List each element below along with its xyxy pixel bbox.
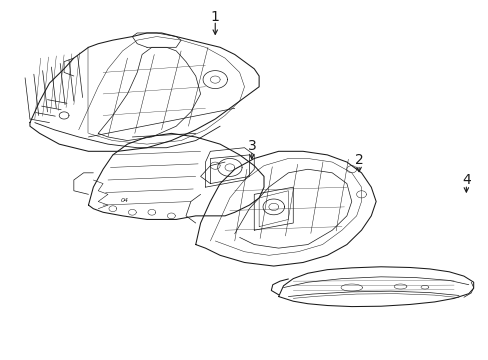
Text: 4: 4 (461, 173, 470, 187)
Text: 1: 1 (210, 10, 219, 24)
Text: 04: 04 (121, 198, 129, 203)
Text: 2: 2 (354, 153, 363, 167)
Text: 3: 3 (247, 139, 256, 153)
